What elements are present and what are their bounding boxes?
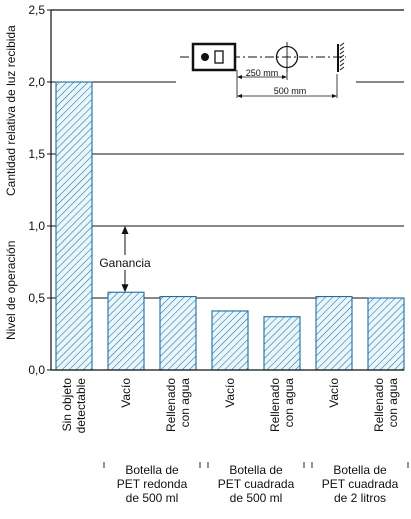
category-label: Vacío [119, 378, 133, 408]
setup-diagram: 250 mm 500 mm [176, 36, 356, 100]
category-labels: Sin objeto detectable Vacío Rellenado con ag… [60, 378, 400, 434]
group-bracket [207, 462, 305, 468]
category-label: Vacío [223, 378, 237, 408]
category-label: detectable [74, 378, 88, 434]
bar [263, 316, 301, 371]
y-tick-label: 1,5 [28, 147, 45, 161]
sensor-lens-icon [201, 53, 209, 61]
group-label: Botella de [229, 463, 283, 477]
category-label: Rellenado [164, 378, 178, 432]
group-label: PET cuadrada [322, 477, 399, 491]
y-tick-label: 0,5 [28, 291, 45, 305]
group-label: PET redonda [117, 477, 188, 491]
dim1-label: 250 mm [246, 68, 279, 78]
group-label: de 2 litros [334, 491, 386, 505]
category-label: Sin objeto [60, 378, 74, 432]
dim2-arrow-left [237, 94, 242, 98]
category-label: con agua [386, 378, 400, 428]
gain-label: Ganancia [99, 256, 151, 270]
group-bracket [103, 462, 201, 468]
reflector-hatching [339, 42, 345, 71]
y-tick-label: 1,0 [28, 219, 45, 233]
dim2-arrow-right [332, 94, 337, 98]
category-label: Rellenado [372, 378, 386, 432]
y-tick-label: 0,0 [28, 363, 45, 377]
gain-label-bg [95, 255, 155, 270]
category-label: con agua [178, 378, 192, 428]
dim1-arrow-right [282, 75, 287, 79]
group-label: Botella de [333, 463, 387, 477]
bar [367, 297, 405, 371]
group-label: PET cuadrada [218, 477, 295, 491]
axes [50, 9, 404, 371]
gain-arrow-head-top [121, 226, 129, 234]
category-label: con agua [282, 378, 296, 428]
y-tick-label: 2,0 [28, 75, 45, 89]
sensor-body [191, 42, 237, 72]
y-tick-label: 2,5 [28, 3, 45, 17]
gain-annotation: Ganancia [95, 226, 155, 293]
category-label: Rellenado [268, 378, 282, 432]
y-ticks: 0,0 0,5 1,0 1,5 2,0 2,5 [28, 3, 51, 377]
gain-arrow-head-bottom [121, 284, 129, 293]
ylabel-upper: Cantidad relativa de luz recibida [4, 25, 18, 196]
sensor-indicator [214, 50, 224, 64]
group-label: Botella de [125, 463, 179, 477]
group-label: de 500 ml [230, 491, 283, 505]
group-label: de 500 ml [126, 491, 179, 505]
ylabel-lower: Nivel de operación [4, 241, 18, 340]
bar [55, 81, 93, 371]
bar [159, 296, 197, 371]
group-bracket [311, 462, 409, 468]
bar [107, 291, 145, 371]
bar [211, 310, 249, 371]
dim2-label: 500 mm [274, 86, 307, 96]
bar [315, 296, 353, 371]
dim1-arrow-left [237, 75, 242, 79]
category-label: Vacío [327, 378, 341, 408]
